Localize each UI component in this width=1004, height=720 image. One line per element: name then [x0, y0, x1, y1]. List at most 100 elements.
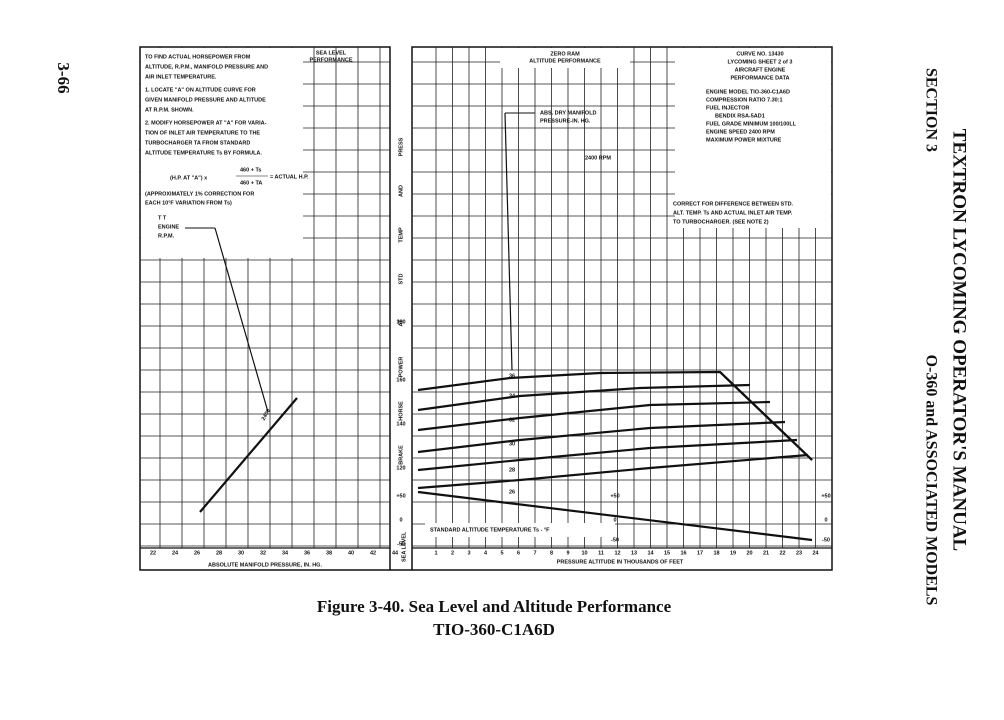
x-tick-label: 8 — [550, 550, 553, 556]
x-tick-label: 26 — [194, 550, 200, 556]
x-tick-label: 15 — [664, 550, 670, 556]
legend: ENGINE — [158, 224, 179, 230]
curve — [417, 400, 771, 432]
y-tick-label: +50 — [396, 493, 405, 499]
x-tick-label: 20 — [746, 550, 752, 556]
y-axis-label: HORSE — [398, 401, 404, 421]
curve — [417, 383, 751, 412]
temp-label: STANDARD ALTITUDE TEMPERATURE Ts - °F — [430, 527, 550, 533]
instruction: TION OF INLET AIR TEMPERATURE TO THE — [145, 130, 260, 136]
y-tick-label: 140 — [396, 421, 405, 427]
line-label: 2400 — [261, 408, 272, 422]
x-tick-label: 23 — [796, 550, 802, 556]
heading: PERFORMANCE — [309, 57, 352, 63]
label: ABS. DRY MANIFOLD — [540, 110, 597, 116]
x-tick-label: 1 — [434, 550, 437, 556]
data-block: ENGINE MODEL TIO-360-C1A6D — [706, 89, 790, 95]
y-axis-label: AND — [398, 185, 404, 197]
x-tick-label: 38 — [326, 550, 332, 556]
data-block: COMPRESSION RATIO 7.30:1 — [706, 97, 783, 103]
curve-label: 26 — [509, 489, 515, 495]
heading: ALTITUDE PERFORMANCE — [529, 58, 601, 64]
y-tick-label: 180 — [396, 319, 405, 325]
data-block: LYCOMING SHEET 2 of 3 — [728, 59, 793, 65]
caption: TIO-360-C1A6D — [433, 620, 555, 639]
note: (APPROXIMATELY 1% CORRECTION FOR — [145, 191, 254, 197]
temp-tick: +50 — [821, 493, 830, 499]
y-tick-label: 120 — [396, 465, 405, 471]
formula: 460 + TA — [240, 180, 262, 186]
heading: ZERO RAM — [550, 51, 580, 57]
data-block: PERFORMANCE DATA — [730, 75, 789, 81]
y-axis-label: POWER — [398, 357, 404, 378]
instruction: TO FIND ACTUAL HORSEPOWER FROM — [145, 54, 251, 60]
note: EACH 10°F VARIATION FROM Ts) — [145, 200, 232, 206]
instruction: AT R.P.M. SHOWN. — [145, 107, 194, 113]
y-tick-label: -50 — [397, 541, 405, 547]
x-tick-label: 13 — [631, 550, 637, 556]
x-tick-label: 36 — [304, 550, 310, 556]
x-tick-label: 11 — [598, 550, 604, 556]
data-block: FUEL GRADE MINIMUM 100/100LL — [706, 121, 797, 127]
correction: ALT. TEMP. Ts AND ACTUAL INLET AIR TEMP. — [673, 210, 793, 216]
x-tick-label: 3 — [467, 550, 470, 556]
curve — [417, 453, 809, 490]
x-tick-label: 30 — [238, 550, 244, 556]
instruction: 1. LOCATE "A" ON ALTITUDE CURVE FOR — [145, 87, 256, 93]
page-number: 3-66 — [54, 62, 73, 93]
legend: T T — [158, 215, 167, 221]
x-tick-label: 24 — [172, 550, 179, 556]
y-axis-label: STD — [398, 273, 404, 284]
legend: R.P.M. — [158, 233, 175, 239]
instruction: 2. MODIFY HORSEPOWER AT "A" FOR VARIA- — [145, 120, 267, 126]
curve — [417, 370, 813, 461]
x-tick-label: 12 — [614, 550, 620, 556]
arrow — [214, 227, 269, 413]
y-axis-label: PRESS — [398, 137, 404, 156]
instruction: AIR INLET TEMPERATURE. — [145, 74, 217, 80]
instruction-box — [141, 48, 303, 258]
y-axis-label: BRAKE — [398, 445, 404, 465]
y-tick-label: 160 — [396, 377, 405, 383]
x-tick-label: 24 — [812, 550, 819, 556]
x-axis-label: ABSOLUTE MANIFOLD PRESSURE, IN. HG. — [208, 562, 322, 568]
y-tick-label: 0 — [399, 517, 402, 523]
temp-tick: -50 — [822, 537, 830, 543]
texts: 3-66 TEXTRON LYCOMING OPERATOR'S MANUAL … — [54, 50, 970, 638]
models: O-360 and ASSOCIATED MODELS — [922, 355, 939, 606]
heading-box — [500, 48, 630, 68]
curve-label: 36 — [509, 373, 515, 379]
x-tick-label: 9 — [566, 550, 569, 556]
instruction: TURBOCHARGER TA FROM STANDARD — [145, 140, 250, 146]
x-tick-label: 21 — [763, 550, 769, 556]
data-block: CURVE NO. 13430 — [736, 51, 783, 57]
x-tick-label: 28 — [216, 550, 222, 556]
x-tick-label: 7 — [533, 550, 536, 556]
temp-tick: -50 — [611, 537, 619, 543]
label: 2400 RPM — [585, 155, 611, 161]
temp-tick: 0 — [824, 517, 827, 523]
sea-level: SEA LEVEL — [401, 531, 407, 562]
y-axis-label: TEMP — [398, 227, 404, 243]
data-block: ENGINE SPEED 2400 RPM — [706, 129, 775, 135]
instruction: ALTITUDE TEMPERATURE Ts BY FORMULA. — [145, 150, 262, 156]
correction: TO TURBOCHARGER. (SEE NOTE 2) — [673, 219, 769, 225]
instruction: ALTITUDE, R.P.M., MANIFOLD PRESSURE AND — [145, 64, 268, 70]
x-tick-label: 14 — [647, 550, 654, 556]
x-tick-label: 16 — [680, 550, 686, 556]
heading: SEA LEVEL — [316, 50, 347, 56]
correction: CORRECT FOR DIFFERENCE BETWEEN STD. — [673, 201, 794, 207]
sea-level-line — [199, 397, 298, 513]
y-axis-label: AT — [398, 319, 404, 327]
x-tick-label: 17 — [697, 550, 703, 556]
x-tick-label: 32 — [260, 550, 266, 556]
temp-tick: +50 — [610, 493, 619, 499]
critical-line — [719, 371, 813, 461]
x-tick-label: 2 — [451, 550, 454, 556]
curve-label: 30 — [509, 441, 515, 447]
curve — [417, 438, 798, 472]
curve-label: 32 — [509, 417, 515, 423]
formula: = ACTUAL H.P. — [270, 174, 309, 180]
x-tick-label: 22 — [150, 550, 156, 556]
right-frame — [411, 46, 833, 571]
